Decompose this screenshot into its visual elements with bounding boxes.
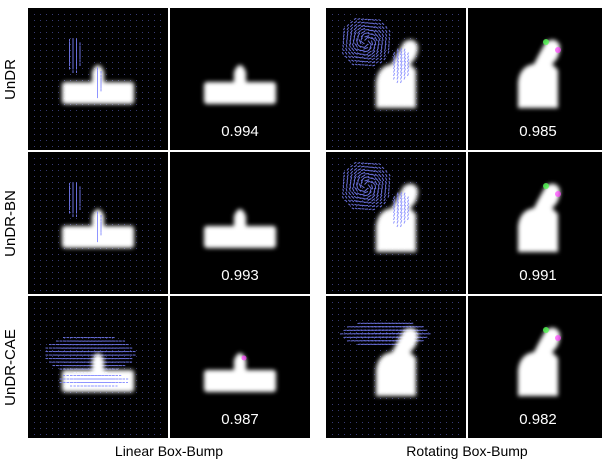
flow-panel-linear-undr	[28, 8, 168, 150]
row-label-undr-bn: UnDR-BN	[1, 189, 19, 257]
flow-arrows	[393, 192, 410, 228]
recon-panel-linear-undr: 0.994	[170, 8, 310, 150]
flow-arrows	[69, 182, 81, 217]
rotating-shape	[518, 183, 560, 252]
edge-tint-magenta	[241, 355, 247, 361]
edge-tint-magenta	[555, 47, 561, 53]
recon-panel-linear-undr-bn: 0.993	[170, 152, 310, 294]
row-label-undr-cae: UnDR-CAE	[1, 328, 19, 406]
flow-panel-rotating-undr-cae	[326, 296, 466, 438]
box-bump-shape	[204, 353, 276, 392]
score-label: 0.987	[221, 411, 259, 428]
recon-panel-rotating-undr: 0.985	[468, 8, 602, 150]
flow-panel-rotating-undr	[326, 8, 466, 150]
rotating-shape	[518, 39, 560, 108]
recon-panel-rotating-undr-bn: 0.991	[468, 152, 602, 294]
edge-tint-magenta	[555, 191, 561, 197]
caption-linear-box-bump: Linear Box-Bump	[114, 443, 224, 459]
score-label: 0.994	[221, 123, 259, 140]
score-label: 0.993	[221, 267, 259, 284]
edge-tint-green	[543, 327, 549, 333]
flow-arrows	[45, 337, 136, 374]
box-bump-shape	[204, 65, 276, 104]
flow-panel-linear-undr-cae	[28, 296, 168, 438]
edge-tint-magenta	[555, 335, 561, 341]
score-label: 0.985	[519, 123, 557, 140]
box-bump-shape	[204, 209, 276, 248]
flow-arrows	[341, 161, 391, 211]
flow-arrows	[59, 375, 129, 387]
rotating-shape	[376, 327, 418, 396]
flow-arrows	[69, 38, 81, 73]
recon-panel-linear-undr-cae: 0.987	[170, 296, 310, 438]
flow-panel-linear-undr-bn	[28, 152, 168, 294]
flow-panel-rotating-undr-bn	[326, 152, 466, 294]
score-label: 0.982	[519, 411, 557, 428]
flow-arrows	[97, 67, 102, 99]
recon-panel-rotating-undr-cae: 0.982	[468, 296, 602, 438]
flow-field-dots	[332, 302, 459, 435]
flow-arrows	[341, 17, 391, 67]
rotating-shape	[376, 39, 418, 108]
flow-field-dots	[34, 14, 161, 147]
flow-arrows	[97, 211, 102, 243]
edge-tint-green	[543, 39, 549, 45]
flow-arrows	[393, 48, 410, 84]
caption-rotating-box-bump: Rotating Box-Bump	[406, 443, 528, 459]
rotating-shape	[376, 183, 418, 252]
rotating-shape	[518, 327, 560, 396]
row-label-undr: UnDR	[1, 58, 19, 100]
score-label: 0.991	[519, 267, 557, 284]
edge-tint-green	[543, 183, 549, 189]
